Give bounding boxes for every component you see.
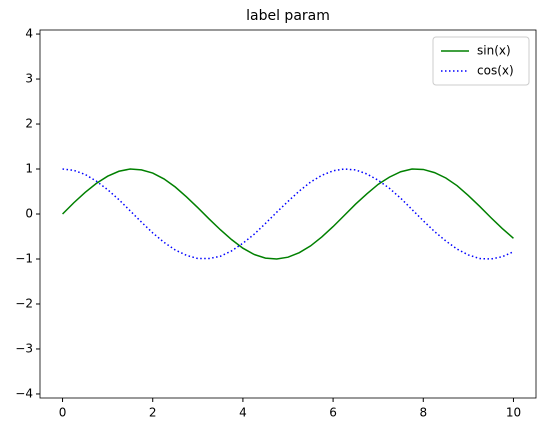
y-tick-label: −3 xyxy=(15,341,33,355)
legend-label: sin(x) xyxy=(477,44,511,58)
y-tick-label: 4 xyxy=(25,27,33,41)
legend-box xyxy=(432,36,530,86)
x-tick-label: 2 xyxy=(149,406,157,420)
y-tick-label: 1 xyxy=(25,162,33,176)
y-tick-label: −2 xyxy=(15,296,33,310)
y-tick-label: 0 xyxy=(25,207,33,221)
chart-title: label param xyxy=(246,8,330,24)
y-tick-label: −4 xyxy=(15,386,33,400)
x-tick-label: 6 xyxy=(329,406,337,420)
y-tick-label: 2 xyxy=(25,117,33,131)
legend-label: cos(x) xyxy=(477,64,514,78)
line-series xyxy=(62,168,514,260)
x-tick-label: 10 xyxy=(506,406,521,420)
x-tick-label: 8 xyxy=(419,406,427,420)
plot-frame xyxy=(39,29,537,399)
line-series xyxy=(62,168,514,260)
x-tick-label: 4 xyxy=(239,406,247,420)
x-tick-label: 0 xyxy=(59,406,67,420)
y-tick-label: −1 xyxy=(15,251,33,265)
y-tick-label: 3 xyxy=(25,72,33,86)
